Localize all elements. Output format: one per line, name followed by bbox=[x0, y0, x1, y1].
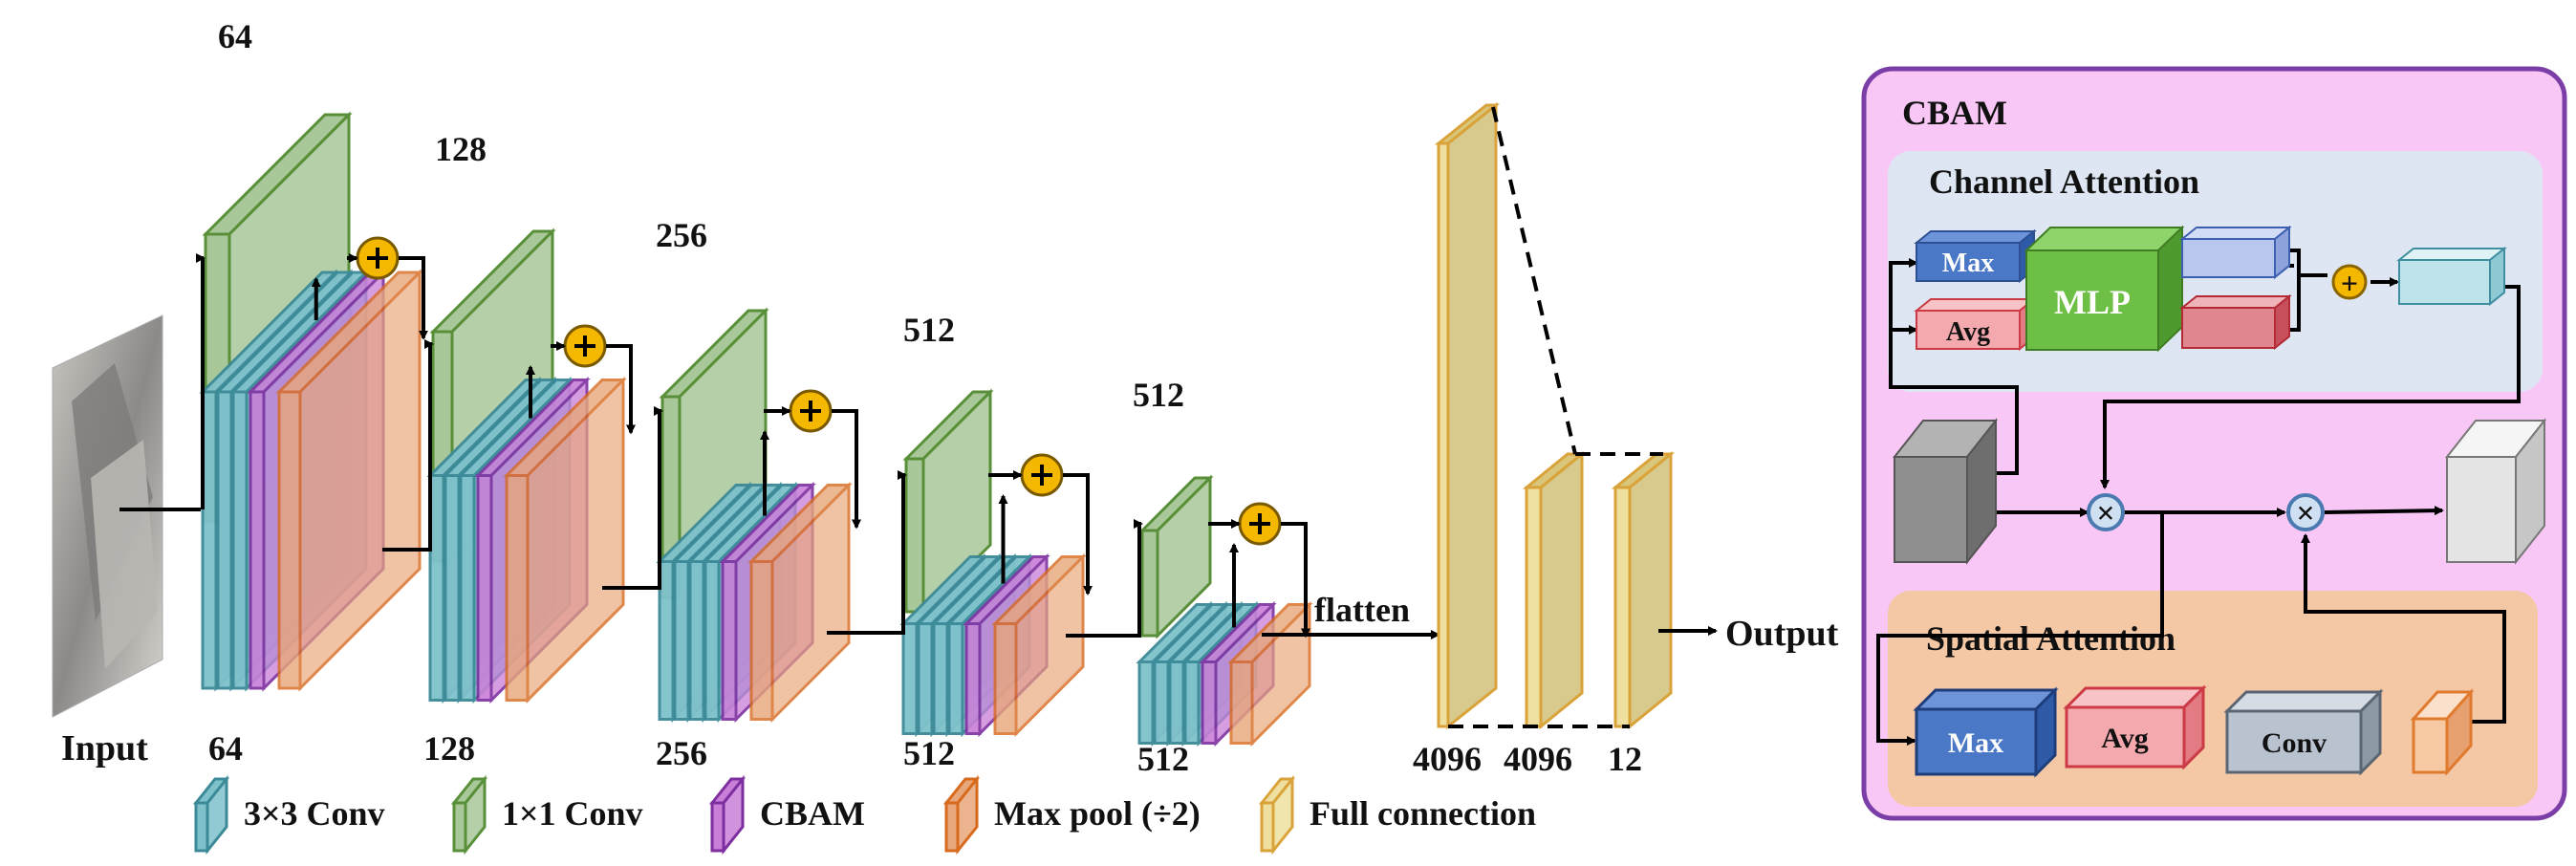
stage-top-label: 512 bbox=[1133, 376, 1184, 414]
stage-5: 512 512 bbox=[1133, 376, 1313, 778]
legend-item: CBAM bbox=[708, 774, 865, 855]
maxpool-block bbox=[991, 552, 1087, 738]
maxpool-block bbox=[503, 376, 627, 704]
avg-label-channel: Avg bbox=[1946, 317, 1990, 347]
plus-icon bbox=[1020, 453, 1064, 497]
legend-label: 3×3 Conv bbox=[244, 794, 385, 833]
stage-connector bbox=[1066, 519, 1143, 638]
maxpool-block bbox=[1227, 600, 1313, 747]
max-label-channel: Max bbox=[1942, 249, 1994, 278]
plus-icon: + bbox=[2331, 264, 2368, 300]
fc-dashed-links bbox=[1448, 106, 1663, 728]
spatial-attention-output bbox=[2410, 688, 2475, 776]
svg-text:+: + bbox=[2341, 266, 2358, 300]
plus-icon bbox=[356, 236, 400, 280]
fc-size-1: 4096 bbox=[1413, 740, 1482, 778]
multiply-icon: × bbox=[2286, 493, 2325, 531]
input-label: Input bbox=[61, 728, 148, 769]
stage-connector bbox=[827, 470, 907, 635]
stage-top-label: 64 bbox=[218, 17, 252, 55]
max-label-spatial: Max bbox=[1948, 727, 2003, 759]
stage-2: 128 128 bbox=[423, 130, 636, 768]
avg-block-spatial: Avg bbox=[2063, 684, 2207, 770]
maxpool-block bbox=[275, 269, 423, 692]
stages-layer: 64 64 128 128 256 256 512 512 512 512 bbox=[196, 17, 1313, 778]
conv1x1-block bbox=[1138, 474, 1214, 639]
fc-block-4096-a bbox=[1434, 101, 1501, 730]
stage-top-label: 512 bbox=[903, 311, 955, 349]
feature-output-block bbox=[2444, 418, 2547, 565]
svg-text:×: × bbox=[2096, 496, 2114, 531]
plus-icon bbox=[789, 389, 833, 433]
max-block-spatial: Max bbox=[1913, 686, 2059, 778]
mlp-block: MLP bbox=[2024, 225, 2185, 353]
feature-input-block bbox=[1892, 418, 1999, 565]
legend-item: Max pool (÷2) bbox=[942, 774, 1201, 855]
mlp-label: MLP bbox=[2054, 283, 2131, 321]
max-block-channel: Max bbox=[1914, 228, 2037, 284]
stage-top-label: 256 bbox=[656, 216, 707, 254]
legend-label: Full connection bbox=[1310, 794, 1536, 833]
stage-connector bbox=[382, 339, 434, 552]
cbam-panel: CBAM Channel Attention Spatial Attention bbox=[1861, 66, 2567, 821]
avg-label-spatial: Avg bbox=[2101, 723, 2148, 754]
multiply-icon: × bbox=[2087, 493, 2125, 531]
plus-icon bbox=[563, 324, 607, 368]
fc-block-12 bbox=[1611, 450, 1676, 730]
maxpool-block bbox=[747, 481, 853, 724]
conv-block-spatial: Conv bbox=[2223, 688, 2384, 776]
legend-item: 1×1 Conv bbox=[450, 774, 643, 855]
legend: 3×3 Conv 1×1 Conv CBAM Max pool (÷2) Full co… bbox=[192, 774, 1536, 855]
avg-block-channel: Avg bbox=[1914, 296, 2037, 352]
stage-top-label: 128 bbox=[435, 130, 487, 168]
stage-bottom-label: 128 bbox=[423, 729, 475, 768]
legend-label: CBAM bbox=[760, 794, 865, 833]
stage-connector bbox=[602, 406, 663, 590]
stage-connector bbox=[196, 253, 206, 509]
stage-4: 512 512 bbox=[899, 311, 1093, 772]
input-photo bbox=[52, 314, 163, 718]
stage-bottom-label: 512 bbox=[1137, 740, 1189, 778]
plus-icon bbox=[1238, 502, 1282, 546]
fc-size-3: 12 bbox=[1608, 740, 1642, 778]
svg-text:×: × bbox=[2296, 496, 2314, 531]
legend-label: Max pool (÷2) bbox=[994, 794, 1201, 833]
stage-bottom-label: 512 bbox=[903, 734, 955, 772]
flatten-label: flatten bbox=[1314, 591, 1410, 629]
stage-1: 64 64 bbox=[199, 17, 428, 768]
cbam-title: CBAM bbox=[1902, 94, 2007, 132]
stage-bottom-label: 64 bbox=[208, 729, 243, 768]
fc-layer: flatten 4096 4096 12 Output bbox=[1262, 101, 1839, 778]
stage-3: 256 256 bbox=[656, 216, 861, 772]
stage-bottom-label: 256 bbox=[656, 734, 707, 772]
legend-item: Full connection bbox=[1258, 774, 1536, 855]
fc-block-4096-b bbox=[1522, 450, 1587, 730]
spatial-attention-title: Spatial Attention bbox=[1926, 619, 2176, 658]
channel-attention-output bbox=[2396, 246, 2507, 307]
channel-attention-title: Channel Attention bbox=[1929, 162, 2199, 201]
legend-label: 1×1 Conv bbox=[502, 794, 643, 833]
channel-red-output bbox=[2179, 293, 2292, 351]
channel-blue-output bbox=[2179, 225, 2292, 280]
fc-size-2: 4096 bbox=[1504, 740, 1572, 778]
output-label: Output bbox=[1725, 614, 1839, 654]
legend-item: 3×3 Conv bbox=[192, 774, 385, 855]
conv-label-spatial: Conv bbox=[2262, 727, 2327, 759]
